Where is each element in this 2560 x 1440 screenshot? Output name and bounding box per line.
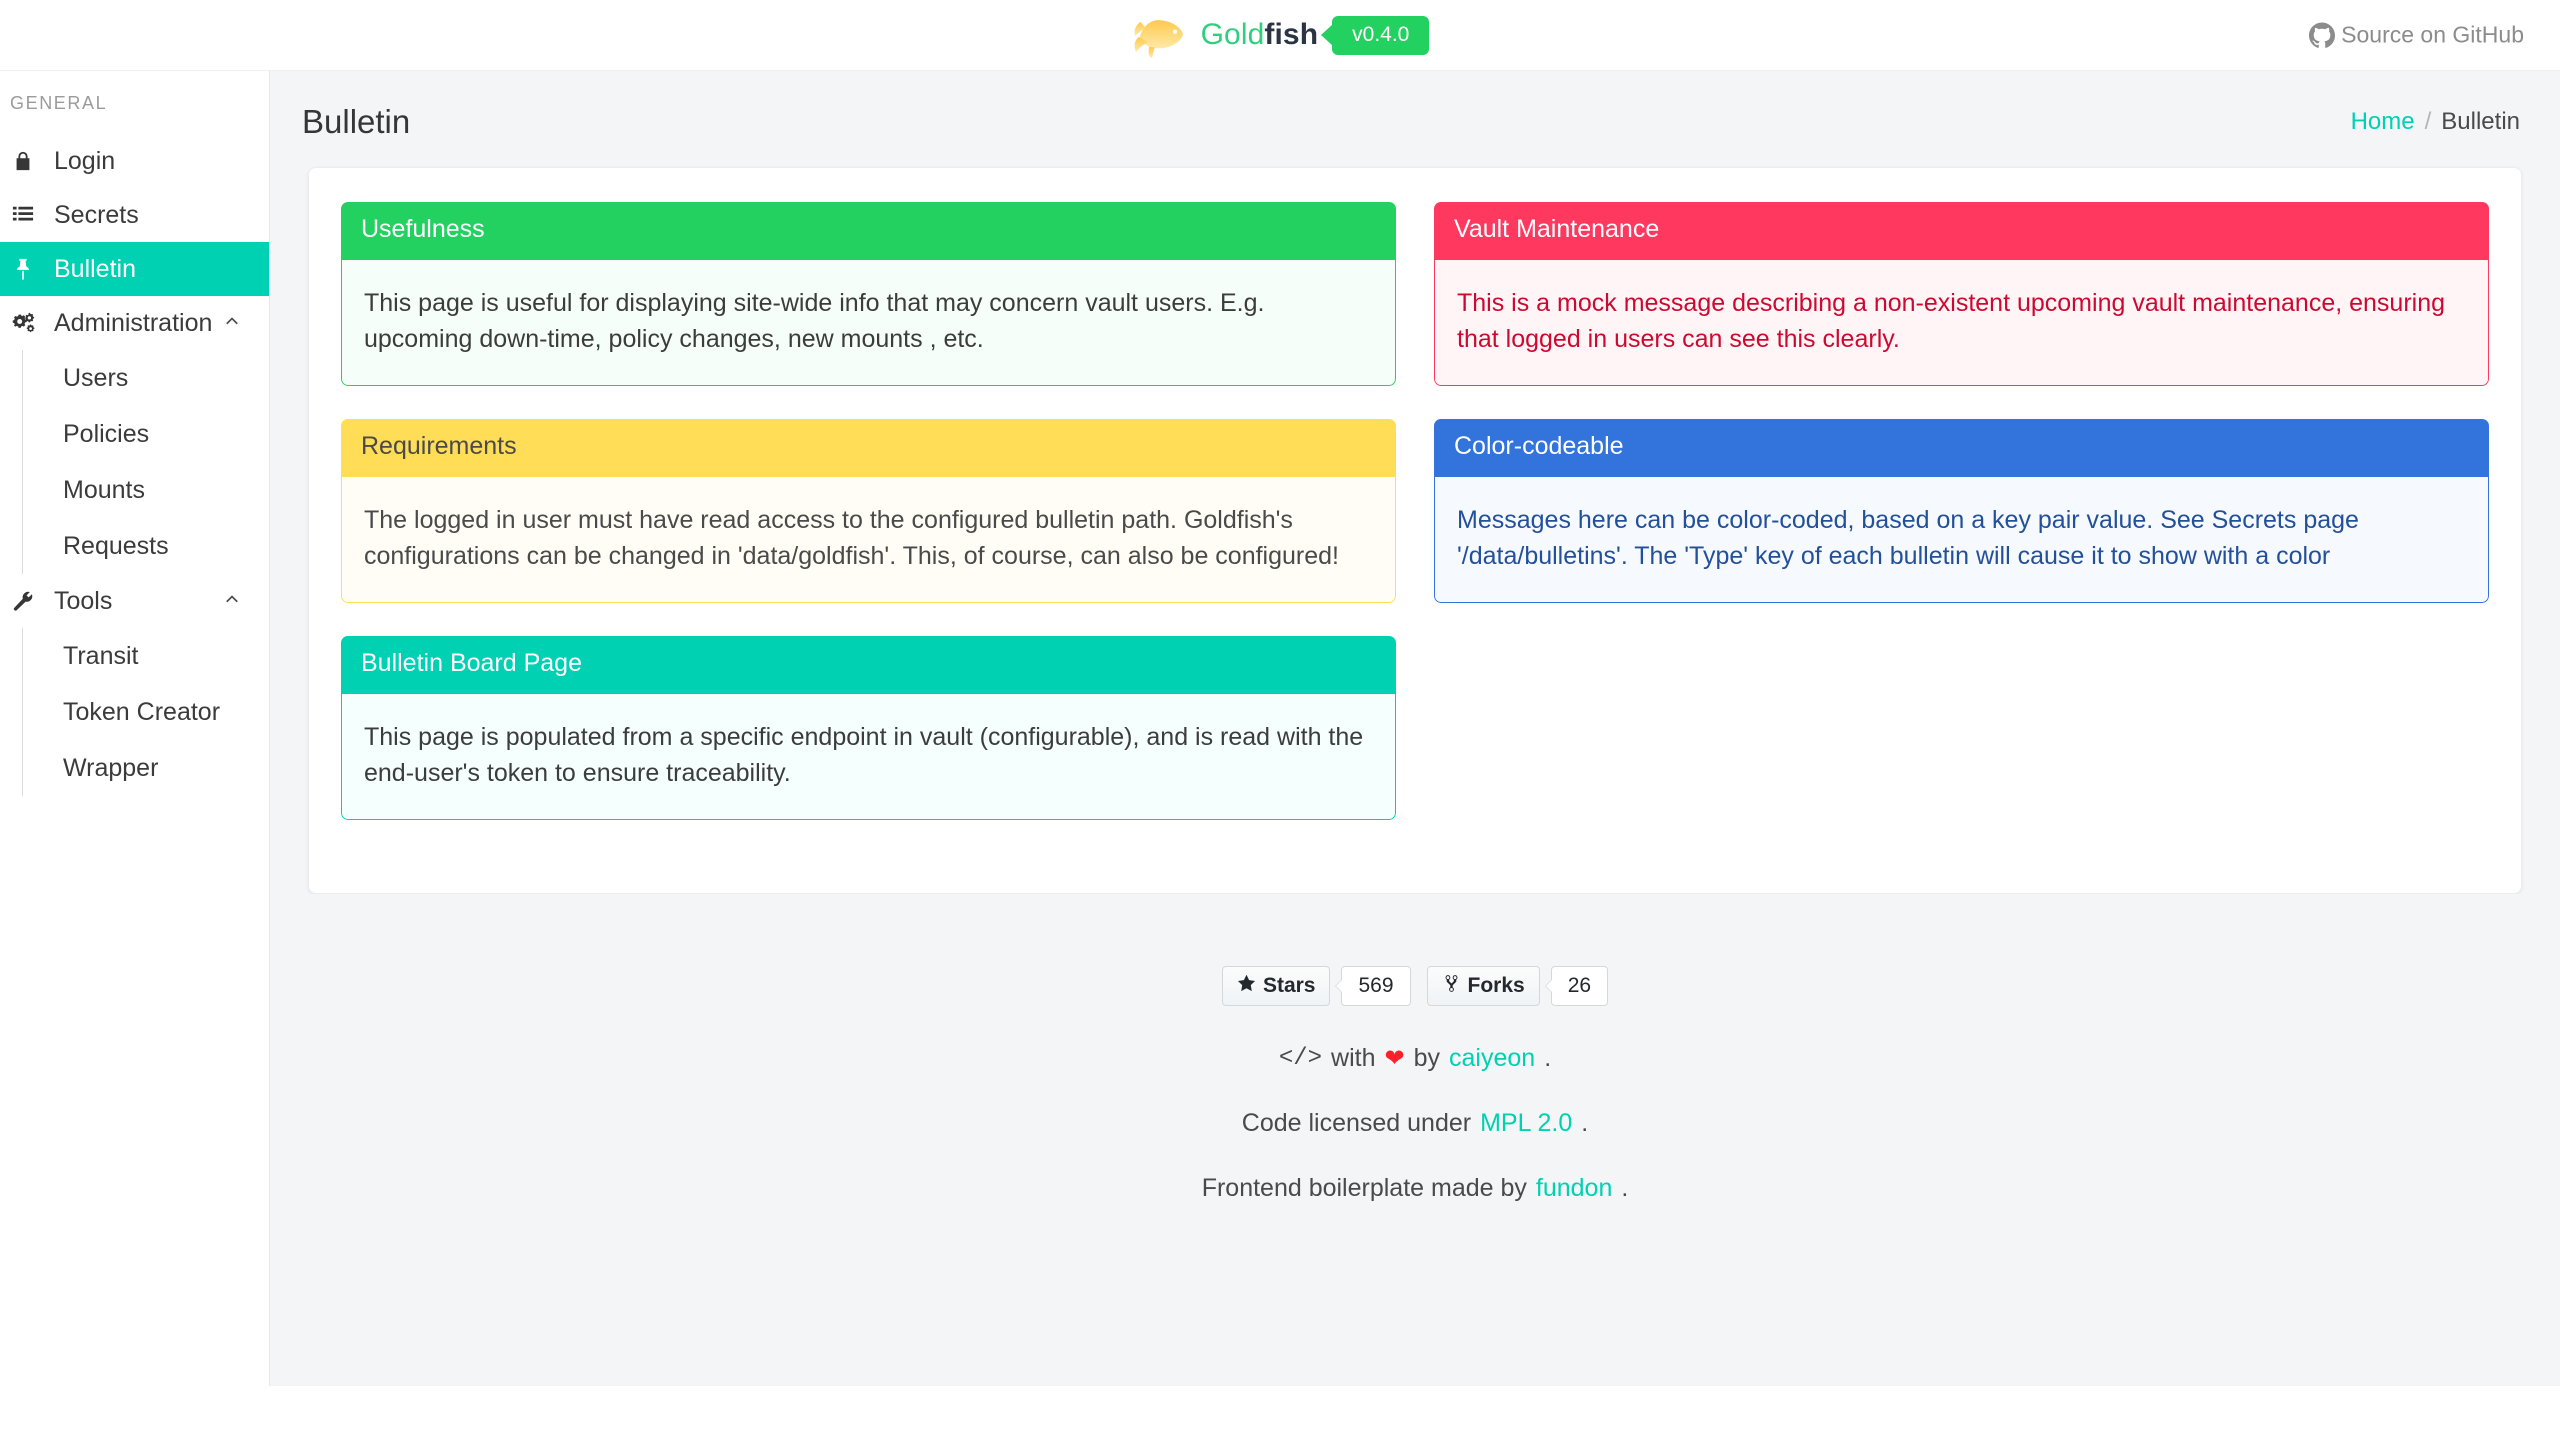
bulletin-card-vault-maintenance: Vault Maintenance This is a mock message… (1434, 202, 2489, 386)
footer-author-link[interactable]: caiyeon (1449, 1044, 1536, 1072)
sidebar-subitem-label: Policies (63, 419, 150, 448)
source-on-github-label: Source on GitHub (2341, 21, 2524, 48)
fork-icon (1442, 974, 1461, 999)
bulletin-column-left: Usefulness This page is useful for displ… (341, 202, 1396, 853)
sidebar-item-label: Bulletin (54, 254, 136, 283)
chevron-up-icon[interactable] (223, 309, 241, 338)
brand-gold: Gold (1200, 18, 1265, 51)
bulletin-card-bulletin-board-page: Bulletin Board Page This page is populat… (341, 636, 1396, 820)
bulletin-card-requirements: Requirements The logged in user must hav… (341, 419, 1396, 603)
code-glyph-icon: </> (1278, 1045, 1323, 1072)
bulletin-card-title: Color-codeable (1434, 419, 2489, 477)
sidebar-subitem-policies[interactable]: Policies (23, 406, 269, 462)
breadcrumb-separator: / (2424, 108, 2432, 135)
footer-boilerplate-line: Frontend boilerplate made by fundon. (270, 1174, 2560, 1203)
bulletin-card-body: This is a mock message describing a non-… (1434, 259, 2489, 386)
sidebar-item-tools[interactable]: Tools (0, 574, 269, 628)
sidebar-item-bulletin[interactable]: Bulletin (0, 242, 269, 296)
sidebar-subitem-label: Requests (63, 531, 169, 560)
bulletin-column-right: Vault Maintenance This is a mock message… (1434, 202, 2489, 636)
github-buttons: Stars 569 Forks 26 (270, 966, 2560, 1006)
sidebar-subitem-transit[interactable]: Transit (23, 628, 269, 684)
footer-by-label: by (1413, 1044, 1441, 1072)
sidebar-item-administration[interactable]: Administration (0, 296, 269, 350)
sidebar-subitem-token-creator[interactable]: Token Creator (23, 684, 269, 740)
bulletin-card-title: Requirements (341, 419, 1396, 477)
bulletin-card-color-codeable: Color-codeable Messages here can be colo… (1434, 419, 2489, 603)
wrench-icon (12, 590, 44, 612)
version-badge: v0.4.0 (1332, 15, 1430, 55)
footer: Stars 569 Forks 26 </> with ❤ by caiyeon… (270, 894, 2560, 1243)
sidebar-subitem-label: Wrapper (63, 753, 159, 782)
footer-license-line: Code licensed under MPL 2.0. (270, 1109, 2560, 1138)
breadcrumb-current: Bulletin (2441, 108, 2520, 135)
bulletin-card-title: Bulletin Board Page (341, 636, 1396, 694)
footer-period: . (1621, 1174, 1629, 1202)
footer-period: . (1544, 1044, 1552, 1072)
breadcrumb-home-link[interactable]: Home (2350, 108, 2415, 135)
bulletin-card-body: The logged in user must have read access… (341, 476, 1396, 603)
tools-submenu: Transit Token Creator Wrapper (22, 628, 269, 796)
gears-icon (12, 312, 44, 334)
github-forks-count[interactable]: 26 (1550, 966, 1609, 1006)
sidebar-item-label: Secrets (54, 200, 139, 229)
sidebar-subitem-users[interactable]: Users (23, 350, 269, 406)
github-stars-label: Stars (1262, 974, 1316, 997)
sidebar-item-label: Administration (54, 308, 213, 337)
github-icon (2309, 22, 2336, 48)
administration-submenu: Users Policies Mounts Requests (22, 350, 269, 574)
github-stars-button[interactable]: Stars (1221, 966, 1331, 1006)
sidebar-subitem-wrapper[interactable]: Wrapper (23, 740, 269, 796)
brand[interactable]: Goldfish (1131, 11, 1319, 59)
sidebar-item-login[interactable]: Login (0, 134, 269, 188)
source-on-github-link[interactable]: Source on GitHub (2309, 22, 2524, 49)
bulletin-card-body: This page is populated from a specific e… (341, 693, 1396, 820)
top-navbar: Goldfish v0.4.0 Source on GitHub (0, 0, 2560, 71)
heart-icon: ❤ (1384, 1045, 1405, 1072)
chevron-up-icon[interactable] (223, 587, 241, 616)
sidebar-subitem-label: Token Creator (63, 697, 221, 726)
brand-fish: fish (1264, 18, 1319, 51)
sidebar-subitem-label: Mounts (63, 475, 145, 504)
github-forks-label: Forks (1467, 974, 1525, 997)
footer-with-label: with (1331, 1044, 1376, 1072)
footer-boilerplate-label: Frontend boilerplate made by (1201, 1174, 1527, 1202)
sidebar-item-label: Tools (54, 586, 113, 615)
bulletin-card-usefulness: Usefulness This page is useful for displ… (341, 202, 1396, 386)
footer-period: . (1581, 1109, 1589, 1137)
footer-boilerplate-link[interactable]: fundon (1535, 1174, 1613, 1202)
pin-icon (12, 258, 44, 280)
bulletin-card-title: Vault Maintenance (1434, 202, 2489, 260)
breadcrumb: Home / Bulletin (2351, 108, 2520, 136)
page-title: Bulletin (302, 103, 411, 140)
footer-credit-line: </> with ❤ by caiyeon. (270, 1044, 2560, 1073)
page-header: Bulletin Home / Bulletin (270, 71, 2560, 167)
bulletin-card-body: This page is useful for displaying site-… (341, 259, 1396, 386)
list-icon (12, 204, 44, 226)
footer-license-label: Code licensed under (1241, 1109, 1472, 1137)
footer-license-link[interactable]: MPL 2.0 (1480, 1109, 1573, 1137)
star-icon (1237, 974, 1256, 999)
bulletin-card-title: Usefulness (341, 202, 1396, 260)
sidebar-item-secrets[interactable]: Secrets (0, 188, 269, 242)
lock-icon (12, 150, 44, 172)
page-layout: GENERAL Login Secrets Bulletin (0, 71, 2560, 1440)
sidebar-subitem-mounts[interactable]: Mounts (23, 462, 269, 518)
sidebar-subitem-label: Users (63, 363, 129, 392)
sidebar-item-label: Login (54, 146, 116, 175)
bulletin-panel: Usefulness This page is useful for displ… (308, 167, 2522, 894)
bulletin-grid: Usefulness This page is useful for displ… (341, 202, 2489, 853)
sidebar: GENERAL Login Secrets Bulletin (0, 71, 270, 1386)
main-content: Bulletin Home / Bulletin Usefulness This… (270, 71, 2560, 1386)
sidebar-section-label: GENERAL (10, 93, 108, 113)
sidebar-subitem-requests[interactable]: Requests (23, 518, 269, 574)
github-stars-count[interactable]: 569 (1341, 966, 1411, 1006)
bulletin-card-body: Messages here can be color-coded, based … (1434, 476, 2489, 603)
github-forks-button[interactable]: Forks (1426, 966, 1540, 1006)
goldfish-logo-icon (1131, 13, 1189, 59)
sidebar-subitem-label: Transit (63, 641, 139, 670)
brand-text: Goldfish (1201, 18, 1319, 52)
